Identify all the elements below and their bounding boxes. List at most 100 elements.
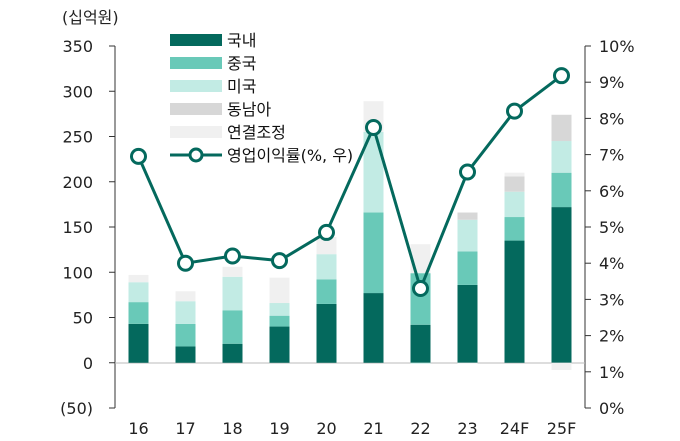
x-tick-label: 16: [128, 419, 148, 438]
margin-marker: [553, 67, 570, 85]
bar-segment: [269, 315, 290, 327]
bar-segment: [269, 303, 290, 316]
line-layer: [130, 67, 570, 298]
bar-segment: [316, 236, 337, 255]
margin-marker: [506, 102, 523, 120]
y-right-tick-label: 0%: [599, 399, 624, 418]
x-tick-label: 18: [222, 419, 242, 438]
bar-segment: [222, 276, 243, 311]
x-tick-label: 20: [316, 419, 336, 438]
y-right-tick-label: 7%: [599, 146, 624, 165]
margin-marker: [271, 252, 288, 270]
bar-segment: [128, 302, 149, 324]
bar-segment: [128, 282, 149, 303]
bar-segment: [222, 266, 243, 277]
legend-label: 영업이익률(%, 우): [227, 146, 353, 165]
y-left-unit-label: (십억원): [62, 8, 119, 27]
y-right-tick-label: 5%: [599, 218, 624, 237]
legend-swatch: [170, 34, 222, 46]
margin-marker: [318, 223, 335, 241]
y-left-ticks: 350 300 250 200 150 100 50 0 (50): [60, 37, 115, 418]
x-tick-label: 23: [457, 419, 477, 438]
bar-segment: [175, 291, 196, 302]
margin-marker: [224, 247, 241, 265]
bar-layer: [128, 101, 572, 370]
y-right-tick-label: 2%: [599, 327, 624, 346]
x-tick-label: 24F: [500, 419, 530, 438]
margin-marker: [177, 254, 194, 272]
bar-segment: [175, 323, 196, 347]
legend-label: 동남아: [227, 100, 271, 119]
bar-segment: [504, 217, 525, 241]
bar-segment: [551, 141, 572, 173]
bar-segment: [457, 284, 478, 363]
y-right-tick-label: 8%: [599, 109, 624, 128]
bar-segment: [551, 362, 572, 370]
bar-segment: [363, 293, 384, 363]
y-left-tick-label: 50: [73, 309, 93, 328]
bar-segment: [551, 172, 572, 208]
bar-segment: [175, 301, 196, 324]
x-tick-label: 17: [175, 419, 195, 438]
legend-label: 연결조정: [227, 123, 286, 142]
bar-segment: [410, 324, 431, 363]
bar-segment: [316, 303, 337, 363]
y-right-tick-label: 1%: [599, 363, 624, 382]
legend-label: 중국: [227, 54, 256, 73]
legend-swatch: [170, 80, 222, 92]
bar-segment: [457, 251, 478, 285]
bar-segment: [410, 244, 431, 274]
bar-segment: [504, 172, 525, 177]
legend-swatch: [170, 57, 222, 69]
bar-segment: [551, 114, 572, 142]
y-left-tick-label: 200: [62, 173, 93, 192]
bar-segment: [551, 207, 572, 363]
y-left-tick-label: 250: [62, 128, 93, 147]
bar-segment: [457, 212, 478, 220]
y-right-tick-label: 3%: [599, 290, 624, 309]
bar-segment: [128, 274, 149, 283]
y-left-tick-label: 350: [62, 37, 93, 56]
x-tick-label: 25F: [547, 419, 577, 438]
y-left-tick-label: 100: [62, 263, 93, 282]
bar-segment: [457, 219, 478, 252]
margin-marker: [412, 280, 429, 298]
bar-segment: [316, 279, 337, 304]
bar-segment: [363, 212, 384, 294]
margin-marker: [459, 163, 476, 181]
bar-segment: [269, 277, 290, 304]
x-tick-label: 22: [410, 419, 430, 438]
bar-segment: [269, 326, 290, 363]
bar-segment: [316, 254, 337, 280]
x-tick-label: 21: [363, 419, 383, 438]
margin-marker: [130, 147, 147, 165]
margin-marker: [365, 118, 382, 136]
legend-line-marker: [188, 147, 204, 163]
y-right-tick-label: 9%: [599, 73, 624, 92]
y-left-tick-label: 300: [62, 82, 93, 101]
y-left-tick-label: 150: [62, 218, 93, 237]
bar-segment: [175, 346, 196, 363]
bar-segment: [457, 362, 478, 364]
y-right-tick-label: 4%: [599, 254, 624, 273]
legend-label: 미국: [227, 77, 256, 96]
y-right-tick-label: 6%: [599, 182, 624, 201]
y-right-tick-label: 10%: [599, 37, 635, 56]
x-tick-label: 19: [269, 419, 289, 438]
bar-segment: [222, 343, 243, 363]
y-left-tick-label: 0: [83, 354, 93, 373]
bar-segment: [128, 323, 149, 363]
y-left-tick-label: (50): [60, 399, 93, 418]
bar-segment: [222, 310, 243, 344]
legend-label: 국내: [227, 31, 256, 50]
x-ticks: 16 17 18 19 20 21 22 23 24F 25F: [128, 419, 576, 438]
bar-segment: [363, 131, 384, 213]
margin-line: [137, 74, 563, 291]
bar-segment: [410, 362, 431, 364]
bar-segment: [504, 191, 525, 218]
y-right-ticks: 10% 9% 8% 7% 6% 5% 4% 3% 2% 1% 0%: [585, 37, 635, 418]
legend-swatch: [170, 103, 222, 115]
bar-segment: [504, 240, 525, 363]
